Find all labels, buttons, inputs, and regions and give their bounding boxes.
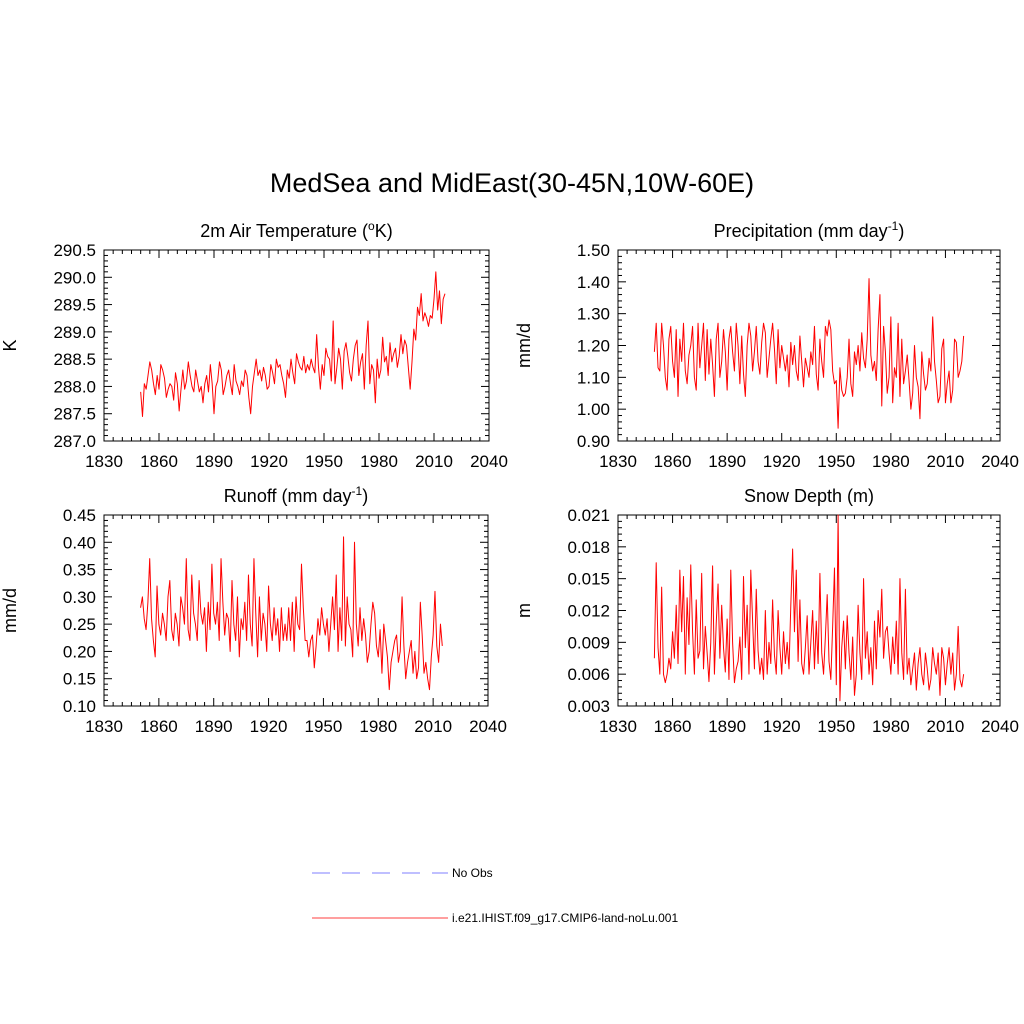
snow-depth-y-tick-label: 0.021 xyxy=(567,506,610,525)
precipitation-panel: 1830 1860 1890 1920 1950 1980 2010 2040 0.90 1.00… xyxy=(514,219,1019,471)
runoff-panel-title: Runoff (mm day-1) xyxy=(224,484,368,506)
runoff-x-tick-label: 1920 xyxy=(250,717,288,736)
temperature-y-tick-label: 288.5 xyxy=(53,350,96,369)
snow-depth-x-tick-label: 1890 xyxy=(708,717,746,736)
runoff-x-tick-label: 1890 xyxy=(195,717,233,736)
snow-depth-x-tick-label: 1830 xyxy=(599,717,637,736)
precipitation-x-tick-label: 1950 xyxy=(817,452,855,471)
page-title: MedSea and MidEast(30-45N,10W-60E) xyxy=(269,168,755,198)
snow-depth-y-tick-label: 0.015 xyxy=(567,570,610,589)
precipitation-y-tick-label: 1.40 xyxy=(577,273,610,292)
runoff-x-tick-label: 2040 xyxy=(469,717,507,736)
precipitation-series-line xyxy=(653,278,965,429)
runoff-y-tick-label: 0.30 xyxy=(63,588,96,607)
precipitation-y-tick-label: 1.30 xyxy=(577,305,610,324)
temperature-x-tick-label: 1830 xyxy=(85,452,123,471)
snow-depth-y-tick-label: 0.006 xyxy=(567,665,610,684)
snow-depth-plot-frame xyxy=(617,514,1001,707)
runoff-y-tick-label: 0.35 xyxy=(63,561,96,580)
runoff-x-tick-label: 1950 xyxy=(305,717,343,736)
precipitation-y-tick-label: 1.10 xyxy=(577,368,610,387)
runoff-y-tick-label: 0.10 xyxy=(63,697,96,716)
snow-depth-x-tick-label: 2010 xyxy=(927,717,965,736)
runoff-y-axis-label: mm/d xyxy=(0,588,20,633)
snow-depth-x-tick-label: 1950 xyxy=(817,717,855,736)
temperature-x-tick-label: 1950 xyxy=(305,452,343,471)
runoff-x-tick-label: 1830 xyxy=(85,717,123,736)
temperature-y-tick-label: 287.0 xyxy=(53,432,96,451)
precipitation-panel-title: Precipitation (mm day-1) xyxy=(714,219,905,241)
precipitation-y-tick-label: 0.90 xyxy=(577,432,610,451)
precipitation-y-axis-label: mm/d xyxy=(514,323,534,368)
runoff-y-tick-label: 0.20 xyxy=(63,642,96,661)
temperature-x-tick-label: 2040 xyxy=(470,452,508,471)
temperature-y-axis-label: K xyxy=(0,339,20,351)
legend-label-model: i.e21.IHIST.f09_g17.CMIP6-land-noLu.001 xyxy=(452,911,678,925)
temperature-y-tick-label: 289.0 xyxy=(53,323,96,342)
runoff-series-line xyxy=(140,536,443,691)
snow-depth-y-tick-label: 0.012 xyxy=(567,602,610,621)
temperature-x-tick-label: 1860 xyxy=(140,452,178,471)
runoff-x-tick-label: 1980 xyxy=(359,717,397,736)
runoff-y-tick-label: 0.15 xyxy=(63,670,96,689)
temperature-series-line xyxy=(140,271,446,417)
runoff-panel: 1830 1860 1890 1920 1950 1980 2010 2040 0.10 0.15… xyxy=(0,484,507,736)
snow-depth-panel: 1830 1860 1890 1920 1950 1980 2010 2040 0.003 0.0… xyxy=(514,486,1019,736)
snow-depth-y-tick-label: 0.018 xyxy=(567,538,610,557)
temperature-x-tick-label: 1890 xyxy=(195,452,233,471)
snow-depth-x-tick-label: 1980 xyxy=(872,717,910,736)
temperature-x-tick-label: 2010 xyxy=(415,452,453,471)
temperature-y-tick-label: 289.5 xyxy=(53,296,96,315)
precipitation-y-tick-label: 1.50 xyxy=(577,241,610,260)
precipitation-x-tick-label: 1920 xyxy=(763,452,801,471)
precipitation-y-tick-label: 1.00 xyxy=(577,400,610,419)
snow-depth-y-axis-label: m xyxy=(514,603,534,618)
runoff-y-tick-label: 0.40 xyxy=(63,533,96,552)
precipitation-y-tick-label: 1.20 xyxy=(577,337,610,356)
temperature-y-tick-label: 288.0 xyxy=(53,377,96,396)
snow-depth-y-tick-label: 0.003 xyxy=(567,697,610,716)
precipitation-x-tick-label: 1860 xyxy=(654,452,692,471)
precipitation-x-tick-label: 1830 xyxy=(599,452,637,471)
legend: No Obs i.e21.IHIST.f09_g17.CMIP6-land-no… xyxy=(312,866,678,925)
snow-depth-x-tick-label: 1920 xyxy=(763,717,801,736)
precipitation-x-tick-label: 2040 xyxy=(981,452,1019,471)
runoff-x-tick-label: 1860 xyxy=(140,717,178,736)
temperature-x-tick-label: 1980 xyxy=(360,452,398,471)
snow-depth-series-line xyxy=(653,514,965,702)
snow-depth-panel-title: Snow Depth (m) xyxy=(744,486,874,506)
snow-depth-y-tick-label: 0.009 xyxy=(567,633,610,652)
temperature-plot-frame xyxy=(103,249,490,442)
runoff-y-tick-label: 0.45 xyxy=(63,506,96,525)
temperature-y-tick-label: 287.5 xyxy=(53,405,96,424)
snow-depth-x-tick-label: 2040 xyxy=(981,717,1019,736)
runoff-y-tick-label: 0.25 xyxy=(63,615,96,634)
temperature-y-tick-label: 290.0 xyxy=(53,268,96,287)
snow-depth-x-tick-label: 1860 xyxy=(654,717,692,736)
precipitation-x-tick-label: 1980 xyxy=(872,452,910,471)
temperature-y-tick-label: 290.5 xyxy=(53,241,96,260)
temperature-panel-title: 2m Air Temperature (oK) xyxy=(200,219,392,241)
precipitation-x-tick-label: 2010 xyxy=(927,452,965,471)
temperature-panel: 1830 1860 1890 1920 1950 1980 2010 2040 287.0 287… xyxy=(0,219,508,471)
precipitation-x-tick-label: 1890 xyxy=(708,452,746,471)
temperature-x-tick-label: 1920 xyxy=(250,452,288,471)
runoff-x-tick-label: 2010 xyxy=(414,717,452,736)
legend-label-obs: No Obs xyxy=(452,866,493,880)
